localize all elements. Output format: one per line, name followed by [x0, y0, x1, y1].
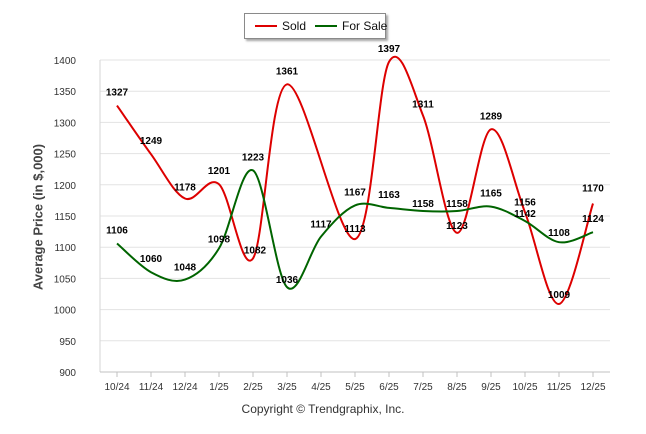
data-label-sold: 1361: [276, 66, 299, 77]
y-tick-label: 1150: [54, 212, 76, 223]
data-label-for-sale: 1163: [378, 190, 400, 201]
x-tick-label: 3/25: [277, 382, 297, 393]
data-label-sold: 1289: [480, 111, 503, 122]
legend-label-for-sale: For Sale: [342, 19, 388, 33]
data-label-sold: 1009: [548, 290, 571, 301]
series-lines: [116, 55, 594, 305]
y-tick-label: 1350: [54, 87, 77, 98]
legend-swatch-for-sale: [315, 24, 337, 27]
data-label-sold: 1201: [208, 166, 231, 177]
data-label-sold: 1156: [514, 197, 536, 208]
data-label-for-sale: 1142: [514, 209, 536, 220]
y-tick-label: 1100: [54, 243, 76, 254]
y-tick-label: 1400: [54, 56, 77, 67]
x-tick-label: 4/25: [311, 382, 331, 393]
copyright-text: Copyright © Trendgraphix, Inc.: [241, 402, 405, 416]
series-line-sold: [116, 55, 594, 305]
data-label-for-sale: 1060: [140, 254, 163, 265]
x-tick-label: 12/24: [172, 382, 197, 393]
data-label-for-sale: 1117: [310, 220, 332, 231]
data-label-for-sale: 1167: [344, 187, 366, 198]
data-label-for-sale: 1098: [208, 234, 231, 245]
data-label-for-sale: 1158: [446, 199, 468, 210]
y-tick-label: 950: [59, 337, 76, 348]
data-label-for-sale: 1108: [548, 228, 570, 239]
y-tick-label: 1250: [54, 150, 77, 161]
y-tick-label: 1000: [54, 306, 77, 317]
y-axis-title: Average Price (in $,000): [30, 143, 46, 291]
x-tick-label: 9/25: [481, 382, 501, 393]
data-label-for-sale: 1158: [412, 199, 434, 210]
x-tick-label: 1/25: [209, 382, 229, 393]
legend-item-sold[interactable]: Sold: [255, 19, 306, 33]
x-axis-ticks: 10/24 11/24 12/24 1/25 2/25 3/25 4/25 5/25 6/25 7…: [104, 372, 606, 393]
data-label-for-sale: 1124: [582, 214, 604, 225]
data-label-sold: 1397: [378, 44, 401, 55]
data-label-for-sale: 1048: [174, 263, 197, 274]
data-label-sold: 1327: [106, 88, 129, 99]
data-label-for-sale: 1223: [242, 152, 265, 163]
x-tick-label: 10/24: [104, 382, 129, 393]
y-tick-label: 1300: [54, 118, 77, 129]
x-tick-label: 11/24: [139, 382, 164, 393]
data-label-for-sale: 1106: [106, 225, 128, 236]
y-tick-label: 1200: [54, 181, 77, 192]
y-tick-label: 900: [59, 368, 76, 379]
x-tick-label: 10/25: [512, 382, 537, 393]
legend: Sold For Sale: [244, 13, 387, 39]
data-label-sold: 1113: [344, 224, 366, 235]
x-tick-label: 6/25: [379, 382, 399, 393]
legend-item-for-sale[interactable]: For Sale: [315, 19, 387, 33]
x-tick-label: 5/25: [345, 382, 365, 393]
data-label-sold: 1311: [412, 100, 434, 111]
data-label-sold: 1123: [446, 221, 468, 232]
legend-label-sold: Sold: [282, 19, 307, 33]
legend-swatch-sold: [255, 24, 277, 27]
data-label-sold: 1178: [174, 183, 196, 194]
x-tick-label: 7/25: [413, 382, 433, 393]
x-tick-label: 11/25: [547, 382, 572, 393]
data-label-for-sale: 1036: [276, 275, 299, 286]
x-tick-label: 2/25: [243, 382, 263, 393]
x-tick-label: 8/25: [447, 382, 467, 393]
data-labels: 1327 1249 1178 1201 1082 1361 1113 1397 1311 1123…: [106, 44, 604, 301]
data-label-sold: 1082: [244, 245, 267, 256]
data-label-sold: 1249: [140, 136, 163, 147]
y-axis-ticks: 900 950 1000 1050 1100 1150 1200 1250 1300 1350 14…: [54, 56, 77, 379]
x-tick-label: 12/25: [580, 382, 605, 393]
data-label-sold: 1170: [582, 184, 604, 195]
series-line-for-sale: [116, 169, 594, 290]
y-tick-label: 1050: [54, 274, 77, 285]
data-label-for-sale: 1165: [480, 189, 502, 200]
